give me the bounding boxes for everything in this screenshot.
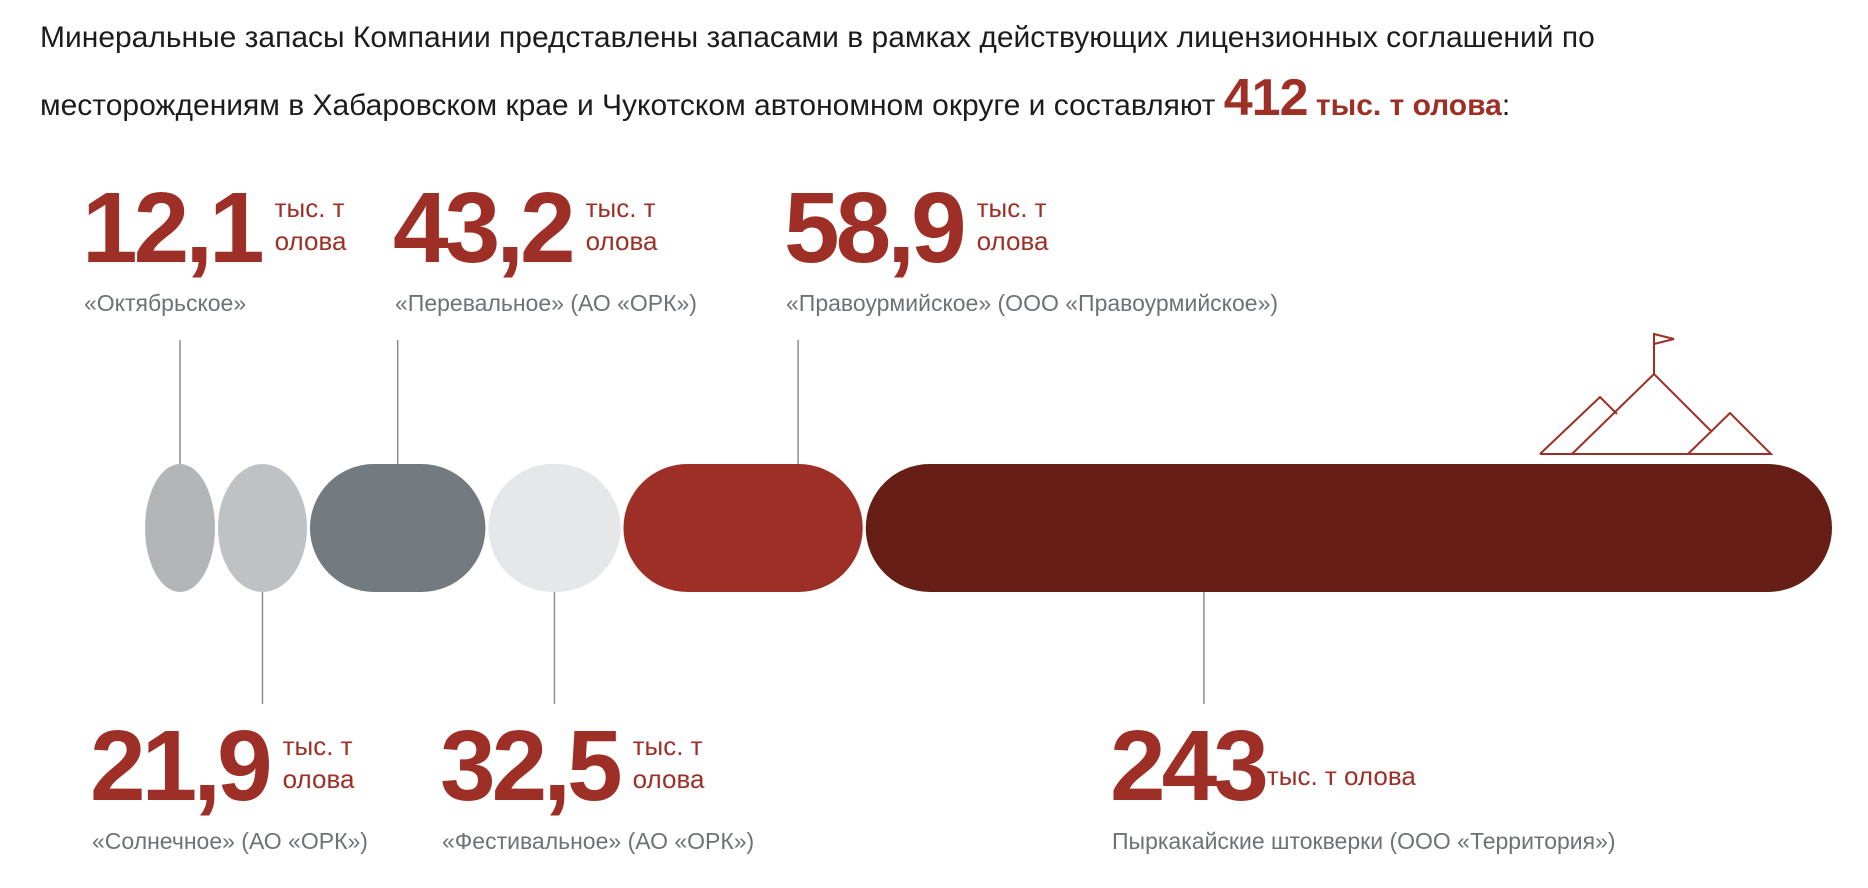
- total-unit: тыс. т олова: [1315, 89, 1502, 122]
- category-label-oktyabrskoe: «Октябрьское»: [84, 290, 247, 316]
- unit-label: тыс. т олова: [632, 731, 705, 794]
- unit-label: тыс. т олова: [282, 731, 355, 794]
- mountain-flag-icon: [1539, 332, 1774, 455]
- callout-pyrkakay: 243тыс. т олова Пыркакайские штокверки (…: [1110, 716, 1616, 855]
- bar-segment-pyrkakay: [865, 464, 1832, 592]
- bar-segment-perevalnoe: [309, 464, 486, 592]
- callout-solnechnoe: 21,9 тыс. т олова «Солнечное» (АО «ОРК»): [90, 716, 373, 855]
- value-label-pravourmiyskoe: 58,9: [784, 172, 967, 284]
- value-label-pyrkakay: 243: [1110, 710, 1269, 822]
- category-label-pravourmiyskoe: «Правоурмийское» (ООО «Правоурмийское»): [786, 290, 1279, 316]
- bar-segments: [145, 464, 1832, 592]
- connector-lines: [179, 340, 1205, 704]
- bar-segment-festivalnoe: [488, 464, 621, 592]
- unit-label: тыс. т олова: [585, 193, 658, 256]
- value-label-festivalnoe: 32,5: [440, 710, 623, 822]
- intro-end: :: [1501, 89, 1511, 122]
- intro-text: Минеральные запасы Компании представлены…: [40, 21, 1595, 122]
- total-value: 412: [1223, 69, 1309, 127]
- value-label-oktyabrskoe: 12,1: [82, 172, 265, 284]
- unit-label: тыс. т олова: [976, 193, 1049, 256]
- bar-segment-pravourmiyskoe: [623, 464, 863, 592]
- category-label-pyrkakay: Пыркакайские штокверки (ООО «Территория»…: [1112, 828, 1616, 854]
- category-label-perevalnoe: «Перевальное» (АО «ОРК»): [395, 290, 697, 316]
- callout-oktyabrskoe: 12,1 тыс. т олова «Октябрьское»: [82, 178, 365, 317]
- callout-perevalnoe: 43,2 тыс. т олова «Перевальное» (АО «ОРК»): [393, 178, 697, 317]
- bar-segment-solnechnoe: [218, 464, 307, 592]
- value-label-perevalnoe: 43,2: [393, 172, 576, 284]
- intro-paragraph: Минеральные запасы Компании представлены…: [40, 8, 1840, 136]
- callout-festivalnoe: 32,5 тыс. т олова «Фестивальное» (АО «ОРК»…: [440, 716, 754, 855]
- bar-segment-oktyabrskoe: [145, 464, 215, 592]
- category-label-solnechnoe: «Солнечное» (АО «ОРК»): [92, 828, 368, 854]
- callout-pravourmiyskoe: 58,9 тыс. т олова «Правоурмийское» (ООО «П…: [784, 178, 1278, 317]
- category-label-festivalnoe: «Фестивальное» (АО «ОРК»): [442, 828, 755, 854]
- unit-label: тыс. т олова: [274, 193, 347, 256]
- unit-label: тыс. т олова: [1266, 761, 1416, 791]
- value-label-solnechnoe: 21,9: [90, 710, 273, 822]
